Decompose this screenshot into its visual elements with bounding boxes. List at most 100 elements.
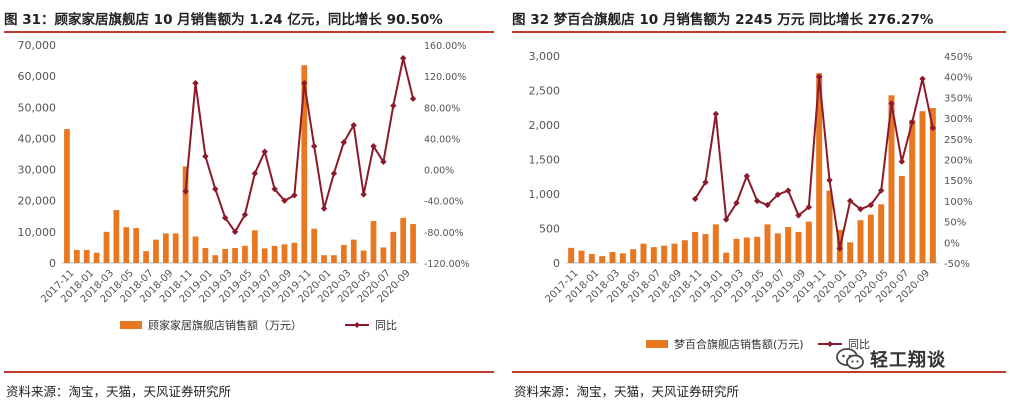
y-right-tick-label: 40.00% [424,134,460,145]
y-right-tick-label: 0.00% [424,166,454,177]
y-right-tick-label: 350% [944,93,973,104]
y-right-tick-label: 400% [944,73,973,84]
bar [619,253,626,263]
bar [311,228,318,263]
bar [291,242,298,263]
yoy-point [192,79,199,87]
yoy-point [857,205,864,213]
y-right-tick-label: 250% [944,135,973,146]
bar [929,108,936,263]
y-right-tick-label: 300% [944,114,973,125]
yoy-point [795,212,802,219]
yoy-point [340,139,348,146]
yoy-line [184,57,415,234]
yoy-point [281,197,288,204]
yoy-point [370,143,377,150]
source-note: 资料来源：淘宝，天猫，天风证券研究所 [6,384,232,399]
yoy-point [310,143,318,150]
source-note: 资料来源：淘宝，天猫，天风证券研究所 [514,384,740,399]
bar [661,245,668,263]
bar [73,249,80,263]
y-right-tick-label: -120.00% [424,259,470,270]
bar [390,231,397,263]
y-right-tick-label: -80.00% [424,228,464,239]
yoy-point [764,201,771,209]
bar [774,233,781,263]
bar [83,249,90,263]
y-right-tick-label: 150% [944,176,973,187]
bar [242,245,248,263]
legend-line-label: 同比 [848,338,870,351]
y-left-tick-label: 60,000 [18,70,57,83]
y-left-tick-label: 2,000 [529,119,561,132]
yoy-point [350,121,357,129]
y-left-tick-label: 3,000 [529,50,561,63]
yoy-line [694,76,934,249]
yoy-point [271,185,278,193]
bar [826,190,833,263]
bar [192,236,199,263]
watermark: 轻工翔谈 [836,346,946,372]
y-right-tick-label: 450% [944,52,973,63]
yoy-point [712,110,720,118]
bar [162,233,169,263]
yoy-point [261,148,268,155]
y-right-tick-label: 50% [944,218,966,229]
y-right-tick-label: 0% [944,238,960,249]
y-left-tick-label: 1,000 [529,188,561,201]
bar [578,250,585,263]
bar [692,231,699,263]
bar [172,233,179,263]
bar [733,238,740,263]
yoy-point [360,191,367,198]
y-left-tick-label: 0 [49,257,56,270]
bar [805,221,812,263]
bar [410,224,416,263]
title-rule [4,31,494,33]
bar [909,120,916,263]
bar [321,255,327,263]
bar [712,224,719,263]
bar [754,236,761,263]
bar [93,252,100,263]
bar [400,217,407,263]
bar [898,176,905,263]
bar [640,243,647,263]
y-left-tick-label: 50,000 [18,101,57,114]
yoy-point [330,170,338,177]
bar [743,237,750,263]
bar [764,224,771,263]
bar [785,227,792,263]
yoy-point [919,75,926,82]
legend-line-marker [354,322,360,328]
bar [153,239,159,263]
yoy-point [888,100,895,107]
y-right-tick-label: 80.00% [424,103,460,114]
bar [133,228,140,263]
yoy-point [301,79,308,87]
yoy-point [182,188,189,195]
bar [867,214,874,263]
bar [350,239,357,263]
yoy-point [380,158,387,165]
bar [599,256,606,263]
bar [816,73,823,263]
yoy-point [784,187,792,194]
y-left-tick-label: 30,000 [18,164,57,177]
y-right-tick-label: 200% [944,156,973,167]
yoy-point [221,214,229,222]
yoy-point [826,177,833,184]
yoy-point [320,205,328,212]
bar [123,227,130,263]
title-rule [512,31,1006,33]
y-right-tick-label: 160.00% [424,41,466,52]
yoy-point [743,172,751,180]
legend-bar-swatch [120,321,142,329]
bar [281,244,288,263]
y-right-tick-label: -50% [944,259,970,270]
bar [103,231,110,263]
y-left-tick-label: 1,500 [529,154,561,167]
bar [143,251,149,263]
bar [847,242,854,263]
bar [919,111,926,263]
